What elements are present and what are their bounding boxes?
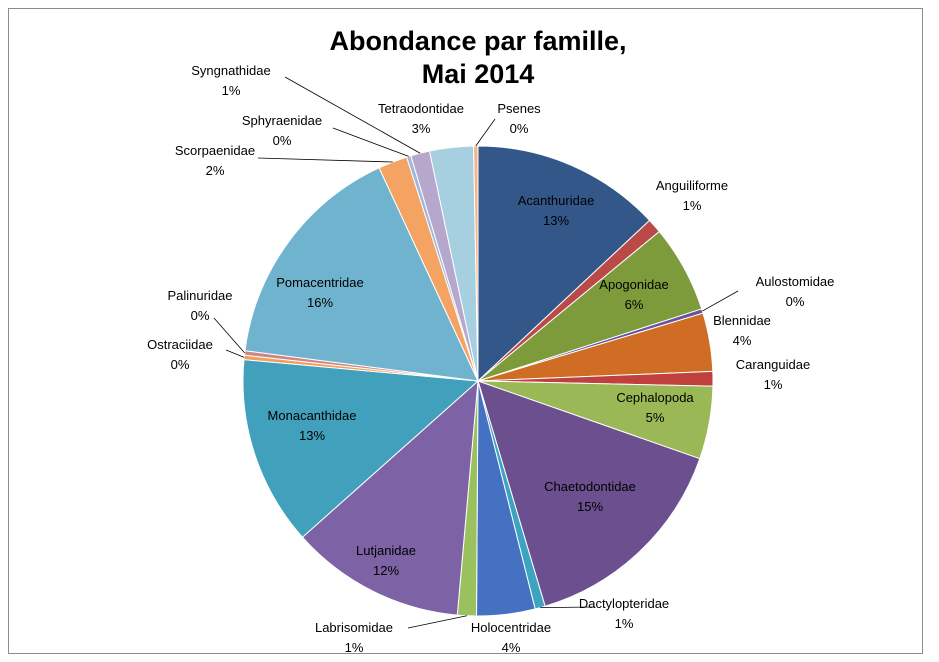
leader-line-sphyraenidae	[332, 127, 409, 157]
slice-percent-psenes: 0%	[510, 121, 529, 136]
slice-label-lutjanidae: Lutjanidae	[356, 543, 416, 558]
slice-percent-labrisomidae: 1%	[345, 640, 364, 655]
slice-percent-holocentridae: 4%	[502, 640, 521, 655]
slice-label-palinuridae: Palinuridae	[167, 288, 232, 303]
pie-slice-acanthuridae	[477, 145, 651, 383]
slice-percent-pomacentridae: 16%	[307, 295, 333, 310]
slice-percent-ostraciidae: 0%	[171, 357, 190, 372]
slice-percent-blennidae: 4%	[733, 333, 752, 348]
slice-percent-monacanthidae: 13%	[299, 428, 325, 443]
slice-percent-scorpaenidae: 2%	[206, 163, 225, 178]
leader-line-aulostomidae	[702, 290, 739, 312]
slice-percent-caranguidae: 1%	[764, 377, 783, 392]
slice-label-labrisomidae: Labrisomidae	[315, 620, 393, 635]
leader-line-scorpaenidae	[257, 157, 393, 163]
slice-percent-aulostomidae: 0%	[786, 294, 805, 309]
slice-label-chaetodontidae: Chaetodontidae	[544, 479, 636, 494]
leader-line-psenes	[475, 118, 496, 147]
leader-line-dactylopteridae	[540, 606, 596, 609]
slice-percent-apogonidae: 6%	[625, 297, 644, 312]
pie-slice-pomacentridae	[244, 167, 479, 382]
pie-slice-monacanthidae	[242, 359, 480, 538]
leader-line-ostraciidae	[225, 349, 245, 358]
slice-label-pomacentridae: Pomacentridae	[276, 275, 363, 290]
chart-title-line1: Abondance par famille,	[329, 26, 626, 56]
slice-label-anguiliforme: Anguiliforme	[656, 178, 728, 193]
slice-label-aulostomidae: Aulostomidae	[756, 274, 835, 289]
slice-percent-syngnathidae: 1%	[222, 83, 241, 98]
slice-percent-chaetodontidae: 15%	[577, 499, 603, 514]
slice-label-scorpaenidae: Scorpaenidae	[175, 143, 255, 158]
slice-percent-anguiliforme: 1%	[683, 198, 702, 213]
slice-label-acanthuridae: Acanthuridae	[518, 193, 595, 208]
slice-label-caranguidae: Caranguidae	[736, 357, 810, 372]
slice-label-syngnathidae: Syngnathidae	[191, 63, 271, 78]
slice-percent-cephalopoda: 5%	[646, 410, 665, 425]
slice-label-dactylopteridae: Dactylopteridae	[579, 596, 669, 611]
leader-line-labrisomidae	[407, 615, 467, 629]
slice-label-monacanthidae: Monacanthidae	[268, 408, 357, 423]
slice-percent-palinuridae: 0%	[191, 308, 210, 323]
slice-label-apogonidae: Apogonidae	[599, 277, 668, 292]
slice-percent-tetraodontidae: 3%	[412, 121, 431, 136]
slice-label-ostraciidae: Ostraciidae	[147, 337, 213, 352]
slice-label-tetraodontidae: Tetraodontidae	[378, 101, 464, 116]
slice-label-holocentridae: Holocentridae	[471, 620, 551, 635]
chart-title-line2: Mai 2014	[422, 59, 535, 89]
slice-percent-acanthuridae: 13%	[543, 213, 569, 228]
slice-percent-sphyraenidae: 0%	[273, 133, 292, 148]
slice-percent-lutjanidae: 12%	[373, 563, 399, 578]
slice-label-sphyraenidae: Sphyraenidae	[242, 113, 322, 128]
pie-slice-lutjanidae	[301, 379, 479, 616]
leader-line-syngnathidae	[284, 76, 421, 154]
leader-line-palinuridae	[213, 317, 245, 354]
pie-slice-chaetodontidae	[477, 380, 701, 607]
slice-label-cephalopoda: Cephalopoda	[616, 390, 694, 405]
slice-label-blennidae: Blennidae	[713, 313, 771, 328]
slice-label-psenes: Psenes	[497, 101, 541, 116]
slice-percent-dactylopteridae: 1%	[615, 616, 634, 631]
